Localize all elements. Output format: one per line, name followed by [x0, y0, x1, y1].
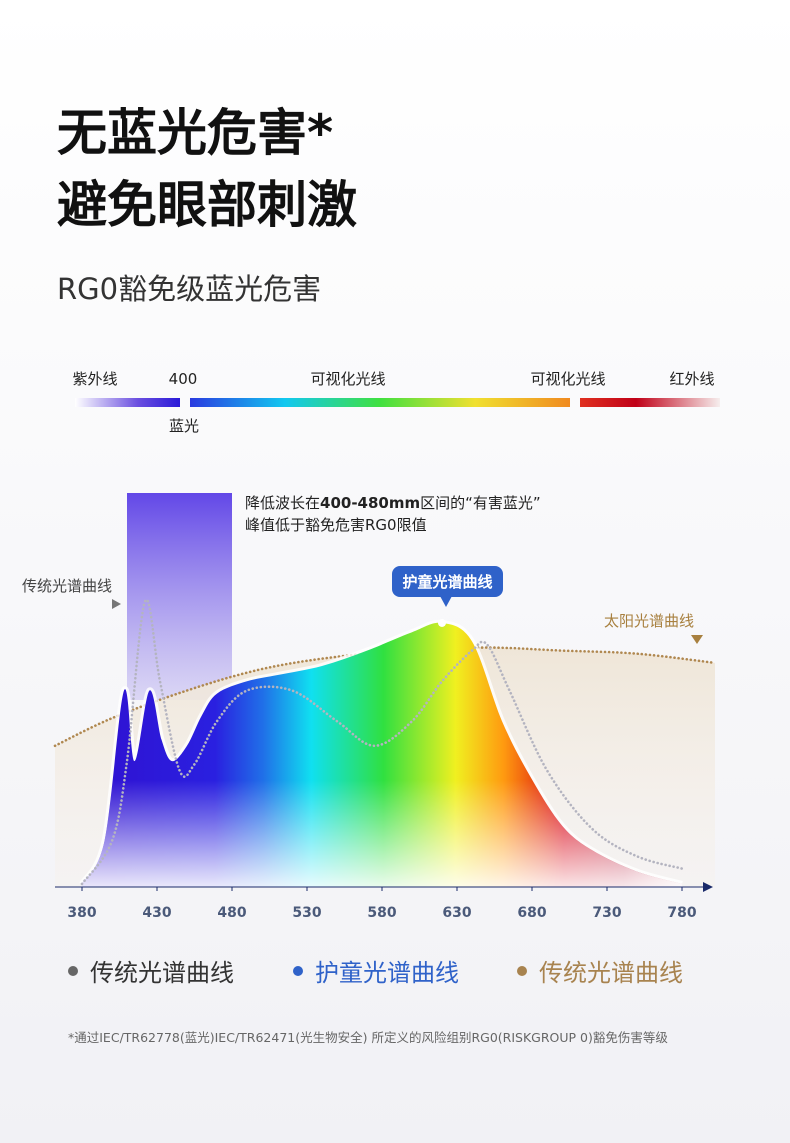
callout: 太阳光谱曲线: [604, 612, 694, 630]
subtitle: RG0豁免级蓝光危害: [57, 272, 321, 306]
x-tick-label: 380: [67, 905, 96, 921]
x-tick-label: 530: [292, 905, 321, 921]
x-tick-label: 780: [667, 905, 696, 921]
bar-label: 可视化光线: [530, 370, 605, 388]
x-axis-arrow: [703, 882, 713, 892]
x-tick-label: 580: [367, 905, 396, 921]
bar-label: 可视化光线: [310, 370, 385, 388]
bar-label: 蓝光: [169, 417, 199, 435]
legend-label: 传统光谱曲线: [90, 959, 234, 987]
legend-marker: [68, 966, 78, 976]
bar-segment: [190, 398, 570, 407]
x-tick-label: 630: [442, 905, 471, 921]
annotation-part: 降低波长在: [245, 494, 320, 512]
spectrum-bar: 紫外线 400 可视化光线 可视化光线 红外线 蓝光: [72, 370, 720, 435]
title: 无蓝光危害*: [57, 104, 333, 162]
footnote: *通过IEC/TR62778(蓝光)IEC/TR62471(光生物安全) 所定义…: [68, 1030, 668, 1045]
area-fade: [82, 622, 682, 887]
callout-pointer: [440, 596, 452, 607]
callout-arrow: [112, 599, 121, 609]
x-tick-label: 680: [517, 905, 546, 921]
peak-dot: [438, 618, 446, 627]
callout-arrow: [691, 635, 703, 644]
bar-label: 红外线: [669, 370, 714, 388]
callout: 传统光谱曲线: [22, 577, 112, 595]
title: 避免眼部刺激: [57, 176, 357, 234]
x-tick-label: 730: [592, 905, 621, 921]
legend-label: 护童光谱曲线: [315, 959, 459, 987]
bar-label: 紫外线: [72, 370, 117, 388]
bar-segment: [580, 398, 720, 407]
legend: 传统光谱曲线 护童光谱曲线 传统光谱曲线: [68, 959, 683, 987]
annotation-part: 400-480mm: [320, 494, 420, 512]
plot: 380 430 480 530 580 630 680 730 780: [53, 493, 717, 921]
x-tick-label: 430: [142, 905, 171, 921]
bar-label: 400: [169, 370, 198, 388]
legend-marker: [293, 966, 303, 976]
annotation: 峰值低于豁免危害RG0限值: [245, 516, 427, 534]
legend-label: 传统光谱曲线: [539, 959, 683, 987]
annotation: 降低波长在400-480mm区间的“有害蓝光”: [245, 494, 541, 512]
bar-segment: [75, 398, 180, 407]
glow: [79, 619, 683, 887]
highlight-band: [127, 493, 232, 700]
callout: 护童光谱曲线: [402, 573, 492, 591]
annotation-part: 区间的“有害蓝光”: [420, 494, 541, 512]
legend-marker: [517, 966, 527, 976]
line: [80, 598, 684, 886]
callout-box: [392, 566, 503, 597]
x-tick-label: 480: [217, 905, 246, 921]
